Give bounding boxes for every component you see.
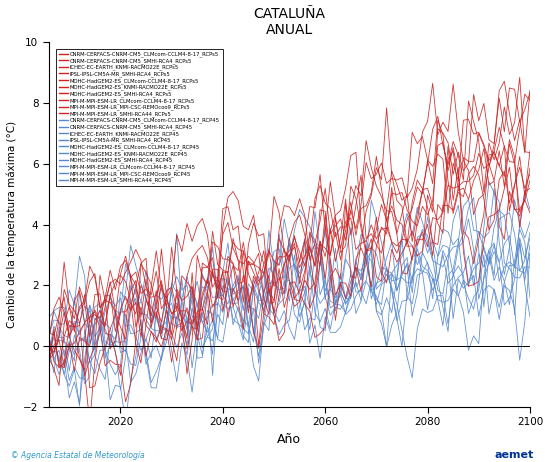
Title: CATALUÑA
ANUAL: CATALUÑA ANUAL xyxy=(254,7,326,37)
Text: aemet: aemet xyxy=(494,450,534,460)
X-axis label: Año: Año xyxy=(277,433,301,446)
Legend: CNRM-CERFACS-CNRM-CM5_CLMcom-CCLM4-8-17_RCPs5, CNRM-CERFACS-CNRM-CM5_SMHI-RCA4_R: CNRM-CERFACS-CNRM-CM5_CLMcom-CCLM4-8-17_… xyxy=(56,49,223,186)
Text: © Agencia Estatal de Meteorología: © Agencia Estatal de Meteorología xyxy=(11,451,145,460)
Y-axis label: Cambio de la temperatura máxima (°C): Cambio de la temperatura máxima (°C) xyxy=(7,121,18,328)
